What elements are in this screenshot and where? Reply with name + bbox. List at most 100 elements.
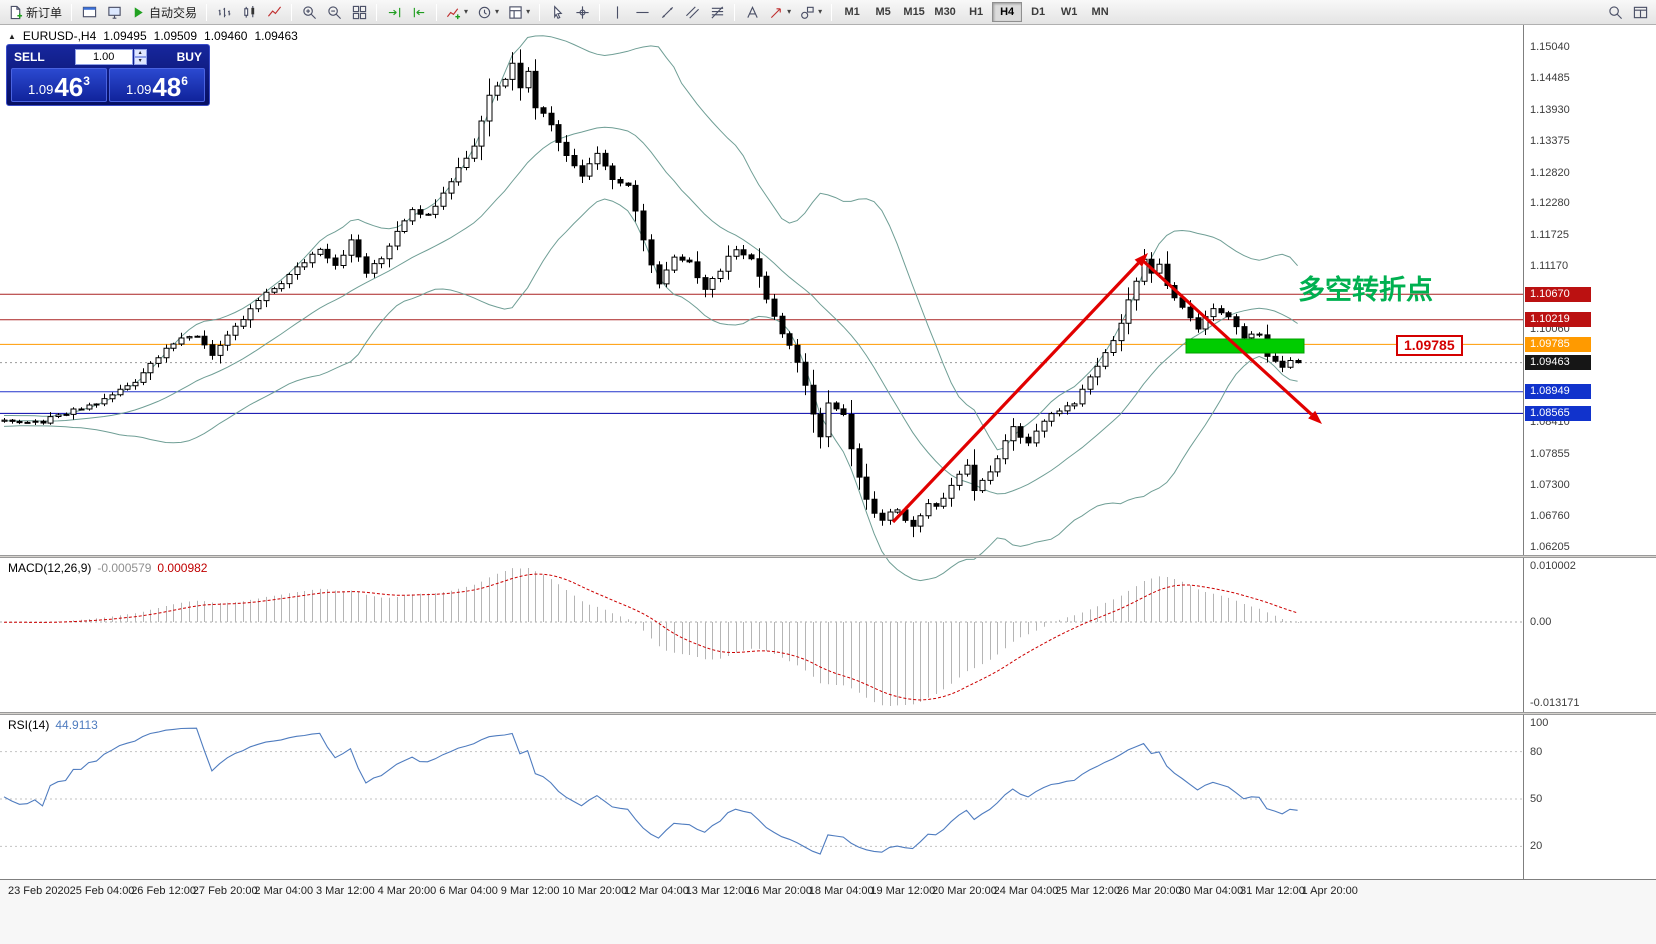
expander-icon[interactable]: ▲ (8, 31, 16, 41)
fibonacci-icon (710, 5, 725, 20)
sell-label: SELL (14, 49, 45, 64)
trend-arrow-down-head (1308, 410, 1322, 424)
toolbar-separator (539, 3, 541, 21)
auto-scroll-button[interactable] (382, 2, 406, 23)
terminal-button[interactable] (102, 2, 126, 23)
line-chart-button[interactable] (262, 2, 286, 23)
bear-candles (9, 62, 1302, 527)
time-axis-label: 1 Apr 20:00 (1301, 885, 1358, 897)
time-axis-label: 12 Mar 04:00 (624, 885, 689, 897)
zoom-out-button[interactable] (322, 2, 346, 23)
trend-arrow-down[interactable] (1138, 256, 1313, 416)
time-axis-label: 4 Mar 20:00 (377, 885, 437, 897)
price-axis-label: 1.12820 (1530, 166, 1570, 179)
zoom-in-button[interactable] (297, 2, 321, 23)
sell-button[interactable]: 1.09 46 3 (11, 68, 107, 102)
tab-timeframe-mn[interactable]: MN (1085, 2, 1115, 22)
periods-icon (477, 5, 492, 20)
bar-chart-button[interactable] (212, 2, 236, 23)
tile-windows-button[interactable] (347, 2, 371, 23)
time-axis-label: 26 Feb 12:00 (131, 885, 197, 897)
periods-button[interactable]: ▾ (473, 2, 503, 23)
text-button[interactable] (740, 2, 764, 23)
toolbar-separator (71, 3, 73, 21)
buy-price-sup: 6 (181, 74, 188, 88)
buy-label: BUY (176, 49, 202, 64)
volume-input[interactable] (74, 48, 133, 65)
new-order-button[interactable]: 新订单 (4, 2, 66, 23)
templates-button[interactable]: ▾ (504, 2, 534, 23)
tab-timeframe-m5[interactable]: M5 (868, 2, 898, 22)
macd-signal-line (4, 573, 1298, 701)
channel-button[interactable] (680, 2, 704, 23)
buy-button[interactable]: 1.09 48 6 (109, 68, 205, 102)
macd-scale-label: 0.010002 (1530, 560, 1576, 572)
toolbar-separator (734, 3, 736, 21)
autotrade-button[interactable]: 自动交易 (127, 2, 201, 23)
panel-separator[interactable] (0, 555, 1656, 558)
tab-timeframe-d1[interactable]: D1 (1023, 2, 1053, 22)
macd-histogram (4, 568, 1299, 706)
fibonacci-button[interactable] (705, 2, 729, 23)
time-axis-label: 25 Mar 12:00 (1055, 885, 1121, 897)
search-button[interactable] (1603, 2, 1627, 23)
chart-shift-icon (412, 5, 427, 20)
charts-window-button[interactable] (77, 2, 101, 23)
candlestick-chart-icon (242, 5, 257, 20)
time-axis-label: 30 Mar 04:00 (1178, 885, 1244, 897)
horizontal-line-button[interactable] (630, 2, 654, 23)
horizontal-level-lines[interactable] (0, 293, 1523, 414)
arrows-button[interactable]: ▾ (765, 2, 795, 23)
tab-timeframe-w1[interactable]: W1 (1054, 2, 1084, 22)
windows-button[interactable] (1628, 2, 1652, 23)
toolbar-separator (376, 3, 378, 21)
tab-timeframe-m30[interactable]: M30 (930, 2, 960, 22)
indicators-button[interactable]: ▾ (442, 2, 472, 23)
panel-separator[interactable] (0, 712, 1656, 715)
price-level-badge: 1.10670 (1525, 286, 1591, 302)
highlight-zone[interactable] (1185, 338, 1305, 354)
text-icon (745, 5, 760, 20)
rsi-line (3, 727, 1298, 855)
chart-canvas (0, 35, 1523, 855)
tab-timeframe-h1[interactable]: H1 (961, 2, 991, 22)
candlesticks (1, 49, 1302, 538)
tab-timeframe-m1[interactable]: M1 (837, 2, 867, 22)
trendline-button[interactable] (655, 2, 679, 23)
trend-arrow-up[interactable] (891, 262, 1140, 524)
bar-close-value: 1.09463 (254, 29, 298, 43)
tab-timeframe-h4[interactable]: H4 (992, 2, 1023, 22)
search-icon (1608, 5, 1623, 20)
sell-price-prefix: 1.09 (28, 82, 54, 97)
new-order-icon (8, 5, 23, 20)
terminal-icon (107, 5, 122, 20)
chart-shift-button[interactable] (407, 2, 431, 23)
price-axis: 1.15040 1.14485 1.13930 1.13375 1.12820 1.122… (1523, 25, 1656, 879)
bollinger-middle (3, 126, 1298, 495)
macd-main-value: -0.000579 (97, 561, 152, 575)
bar-low-value: 1.09460 (204, 29, 248, 43)
toolbar: 新订单 自动交易 ▾ ▾ ▾ ▾ ▾ (0, 0, 1656, 25)
candlestick-chart-button[interactable] (237, 2, 261, 23)
vertical-line-button[interactable] (605, 2, 629, 23)
shapes-button[interactable]: ▾ (796, 2, 826, 23)
chevron-down-icon: ▾ (818, 7, 823, 16)
chart-annotations[interactable] (891, 253, 1322, 524)
bull-candles (1, 62, 1294, 527)
buy-price-big: 48 (152, 72, 182, 102)
volume-decrease-button[interactable]: ▾ (133, 56, 147, 65)
rsi-scale-label: 50 (1530, 793, 1543, 805)
price-level-flag[interactable]: 1.09785 (1396, 335, 1463, 356)
volume-increase-button[interactable]: ▴ (133, 48, 147, 57)
buy-price-prefix: 1.09 (126, 82, 152, 97)
macd-name: MACD(12,26,9) (8, 561, 92, 575)
cursor-button[interactable] (545, 2, 569, 23)
chart-symbol-header: ▲ EURUSD-,H4 1.09495 1.09509 1.09460 1.0… (8, 29, 298, 43)
indicators-icon (446, 5, 461, 20)
line-chart-icon (267, 5, 282, 20)
turning-point-annotation[interactable]: 多空转折点 (1298, 275, 1433, 305)
toolbar-separator (291, 3, 293, 21)
rsi-value: 44.9113 (55, 718, 98, 732)
tab-timeframe-m15[interactable]: M15 (899, 2, 929, 22)
crosshair-button[interactable] (570, 2, 594, 23)
